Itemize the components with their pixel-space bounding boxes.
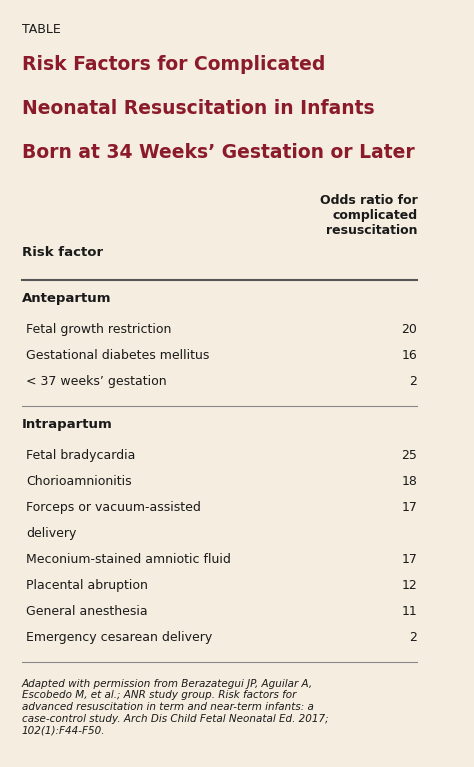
Text: 16: 16: [401, 349, 417, 362]
Text: TABLE: TABLE: [21, 23, 60, 36]
Text: 11: 11: [401, 605, 417, 618]
Text: Gestational diabetes mellitus: Gestational diabetes mellitus: [26, 349, 209, 362]
Text: 2: 2: [410, 631, 417, 644]
Text: 2: 2: [410, 375, 417, 388]
Text: Antepartum: Antepartum: [21, 292, 111, 305]
Text: 18: 18: [401, 475, 417, 488]
Text: Neonatal Resuscitation in Infants: Neonatal Resuscitation in Infants: [21, 99, 374, 118]
Text: Odds ratio for
complicated
resuscitation: Odds ratio for complicated resuscitation: [319, 194, 417, 237]
Text: 17: 17: [401, 553, 417, 566]
Text: Born at 34 Weeks’ Gestation or Later: Born at 34 Weeks’ Gestation or Later: [21, 143, 414, 162]
Text: Fetal growth restriction: Fetal growth restriction: [26, 323, 171, 336]
Text: Forceps or vacuum-assisted: Forceps or vacuum-assisted: [26, 501, 201, 514]
Text: Risk factor: Risk factor: [21, 246, 103, 259]
Text: delivery: delivery: [26, 527, 76, 540]
Text: Meconium-stained amniotic fluid: Meconium-stained amniotic fluid: [26, 553, 231, 566]
Text: Placental abruption: Placental abruption: [26, 579, 148, 592]
Text: Emergency cesarean delivery: Emergency cesarean delivery: [26, 631, 212, 644]
Text: Risk Factors for Complicated: Risk Factors for Complicated: [21, 55, 325, 74]
Text: 12: 12: [401, 579, 417, 592]
Text: < 37 weeks’ gestation: < 37 weeks’ gestation: [26, 375, 166, 388]
Text: 17: 17: [401, 501, 417, 514]
Text: 25: 25: [401, 449, 417, 462]
Text: Adapted with permission from Berazategui JP, Aguilar A,
Escobedo M, et al.; ANR : Adapted with permission from Berazategui…: [21, 679, 328, 736]
Text: Fetal bradycardia: Fetal bradycardia: [26, 449, 135, 462]
Text: Chorioamnionitis: Chorioamnionitis: [26, 475, 131, 488]
Text: 20: 20: [401, 323, 417, 336]
Text: Intrapartum: Intrapartum: [21, 418, 112, 431]
Text: General anesthesia: General anesthesia: [26, 605, 147, 618]
